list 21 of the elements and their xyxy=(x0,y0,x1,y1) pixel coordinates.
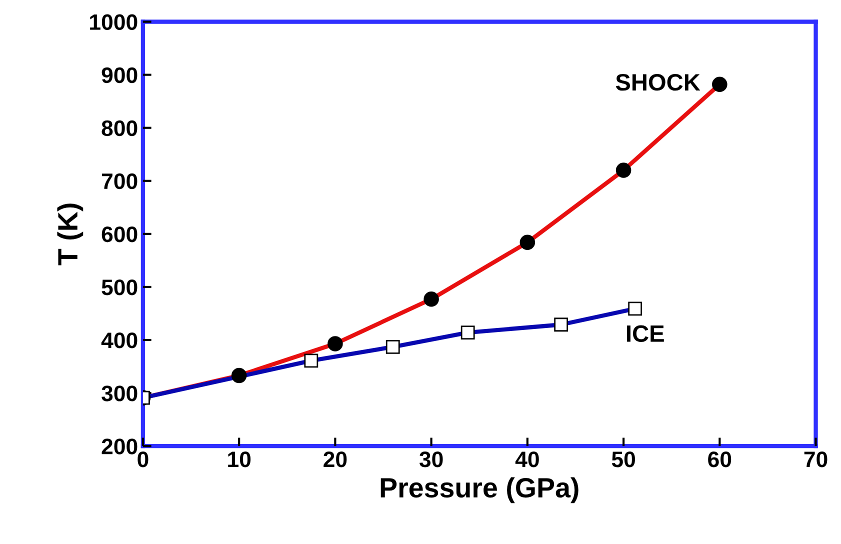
y-tick-label: 400 xyxy=(101,332,138,348)
x-tick-label: 40 xyxy=(515,452,539,468)
x-tick-label: 70 xyxy=(804,452,828,468)
y-tick-label: 600 xyxy=(102,226,138,242)
x-tick-label: 30 xyxy=(419,452,443,468)
y-axis-title: T (K) xyxy=(57,204,84,266)
y-tick-label: 200 xyxy=(102,438,138,454)
x-tick-label: 20 xyxy=(324,452,347,468)
series-label: SHOCK xyxy=(616,74,700,91)
x-tick-label: 10 xyxy=(228,452,251,468)
y-tick-label: 1000 xyxy=(90,14,138,30)
x-axis-title: Pressure (GPa) xyxy=(380,477,578,504)
x-tick-label: 60 xyxy=(708,452,732,468)
y-tick-label: 900 xyxy=(102,67,138,84)
y-tick-label: 700 xyxy=(102,173,138,190)
y-tick-label: 300 xyxy=(102,386,138,402)
y-tick-label: 800 xyxy=(102,120,138,136)
y-tick-label: 500 xyxy=(102,279,138,296)
x-tick-label: 0 xyxy=(138,452,148,468)
x-tick-label: 50 xyxy=(612,452,635,468)
series-label: ICE xyxy=(627,325,664,342)
